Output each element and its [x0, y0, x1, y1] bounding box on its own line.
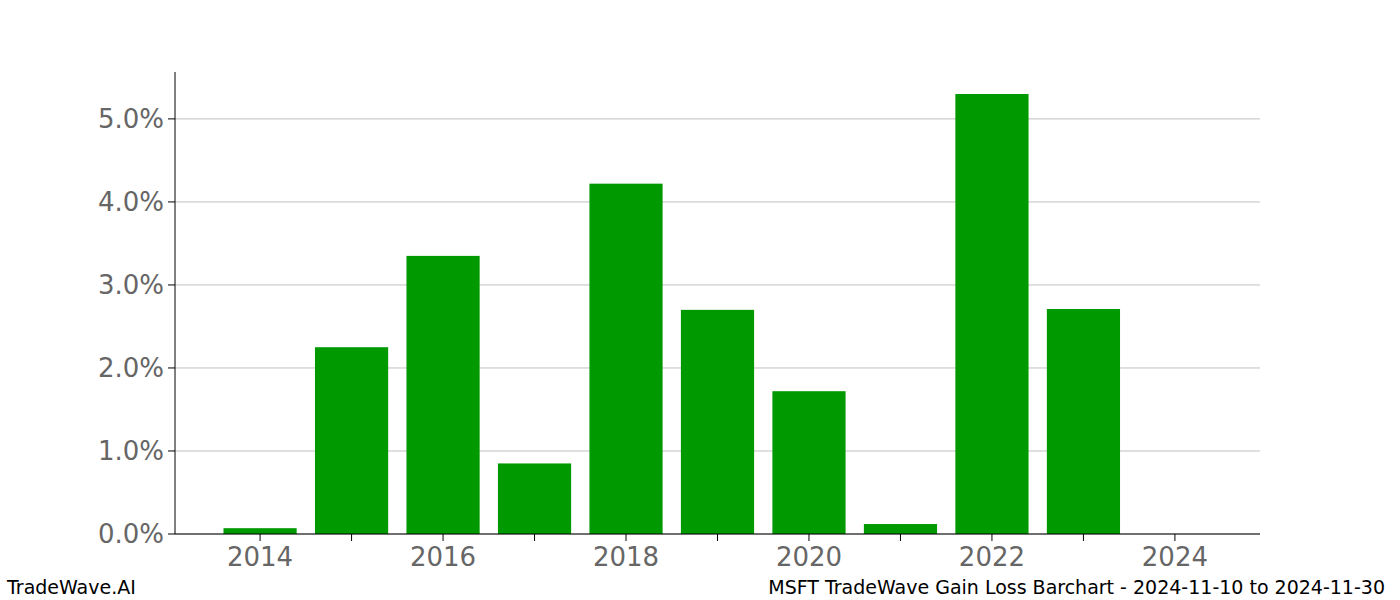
grid-line — [175, 118, 1260, 119]
y-tick-label: 2.0% — [98, 353, 164, 383]
x-tick — [443, 534, 444, 541]
x-tick-label: 2020 — [776, 542, 842, 572]
y-tick — [168, 118, 175, 119]
bar — [1047, 309, 1120, 534]
y-tick-label: 4.0% — [98, 187, 164, 217]
y-tick — [168, 201, 175, 202]
grid-line — [175, 534, 1260, 535]
bar — [772, 391, 845, 534]
y-axis — [175, 72, 176, 534]
y-tick-label: 0.0% — [98, 519, 164, 549]
x-tick — [1174, 534, 1175, 541]
bar — [498, 463, 571, 534]
x-tick-label: 2018 — [593, 542, 659, 572]
bar — [406, 256, 479, 534]
x-tick — [351, 534, 352, 541]
y-tick-label: 5.0% — [98, 104, 164, 134]
chart: 0.0% 1.0% 2.0% 3.0% 4.0% 5.0% 2014 2016 2018 2020… — [0, 0, 1400, 600]
bar — [589, 184, 662, 534]
bar — [223, 528, 296, 534]
grid-line — [175, 284, 1260, 285]
y-tick — [168, 450, 175, 451]
y-tick — [168, 284, 175, 285]
y-tick-label: 3.0% — [98, 270, 164, 300]
y-tick — [168, 534, 175, 535]
title: MSFT TradeWave Gain Loss Barchart - 2024… — [768, 576, 1385, 598]
bar — [315, 347, 388, 534]
x-tick — [260, 534, 261, 541]
x-tick — [808, 534, 809, 541]
x-tick — [717, 534, 718, 541]
x-tick — [1083, 534, 1084, 541]
x-tick — [534, 534, 535, 541]
bar — [681, 310, 754, 534]
x-axis — [175, 534, 1260, 535]
x-tick — [900, 534, 901, 541]
bar — [864, 524, 937, 534]
x-tick-label: 2016 — [410, 542, 476, 572]
x-tick-label: 2014 — [227, 542, 293, 572]
y-tick — [168, 367, 175, 368]
x-tick — [626, 534, 627, 541]
grid-line — [175, 201, 1260, 202]
y-tick-label: 1.0% — [98, 436, 164, 466]
bar — [955, 94, 1028, 534]
x-tick — [991, 534, 992, 541]
x-tick-label: 2022 — [959, 542, 1025, 572]
source: TradeWave.AI — [6, 576, 136, 598]
x-tick-label: 2024 — [1142, 542, 1208, 572]
